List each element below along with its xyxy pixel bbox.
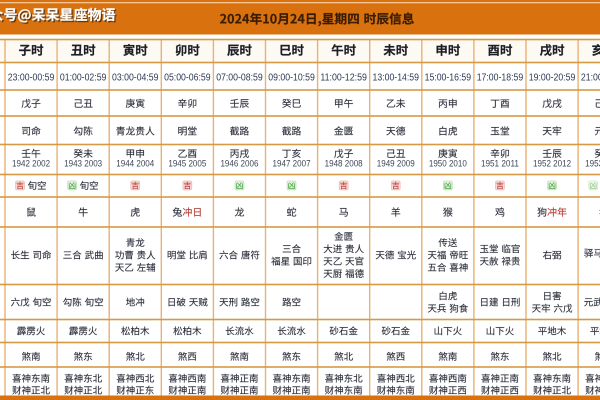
svg-text:21:00-22:59: 21:00-22:59 xyxy=(581,73,600,84)
svg-text:1948 2008: 1948 2008 xyxy=(325,159,363,169)
svg-text:01:00-02:59: 01:00-02:59 xyxy=(60,73,107,84)
svg-text:1946 2006: 1946 2006 xyxy=(220,159,258,169)
svg-text:17:00-18:59: 17:00-18:59 xyxy=(477,73,524,84)
svg-text:1953 2013: 1953 2013 xyxy=(585,159,600,169)
svg-text:1950 2010: 1950 2010 xyxy=(429,159,467,169)
svg-text:1952 2012: 1952 2012 xyxy=(533,159,571,169)
svg-text:07:00-08:59: 07:00-08:59 xyxy=(216,73,263,84)
svg-text:1947 2007: 1947 2007 xyxy=(273,159,311,169)
svg-text:1942 2002: 1942 2002 xyxy=(12,159,50,169)
svg-text:09:00-10:59: 09:00-10:59 xyxy=(268,73,315,84)
svg-text:1949 2009: 1949 2009 xyxy=(377,159,415,169)
svg-text:1943 2003: 1943 2003 xyxy=(64,159,102,169)
svg-text:23:00-00:59: 23:00-00:59 xyxy=(8,73,55,84)
svg-text:11:00-12:59: 11:00-12:59 xyxy=(320,73,367,84)
svg-text:03:00-04:59: 03:00-04:59 xyxy=(112,73,159,84)
svg-text:1951 2011: 1951 2011 xyxy=(481,159,519,169)
svg-text:1944 2004: 1944 2004 xyxy=(116,159,154,169)
svg-text:15:00-16:59: 15:00-16:59 xyxy=(425,73,472,84)
svg-text:1945 2005: 1945 2005 xyxy=(168,159,206,169)
svg-text:13:00-14:59: 13:00-14:59 xyxy=(373,73,420,84)
svg-text:19:00-20:59: 19:00-20:59 xyxy=(529,73,576,84)
svg-text:05:00-06:59: 05:00-06:59 xyxy=(164,73,211,84)
